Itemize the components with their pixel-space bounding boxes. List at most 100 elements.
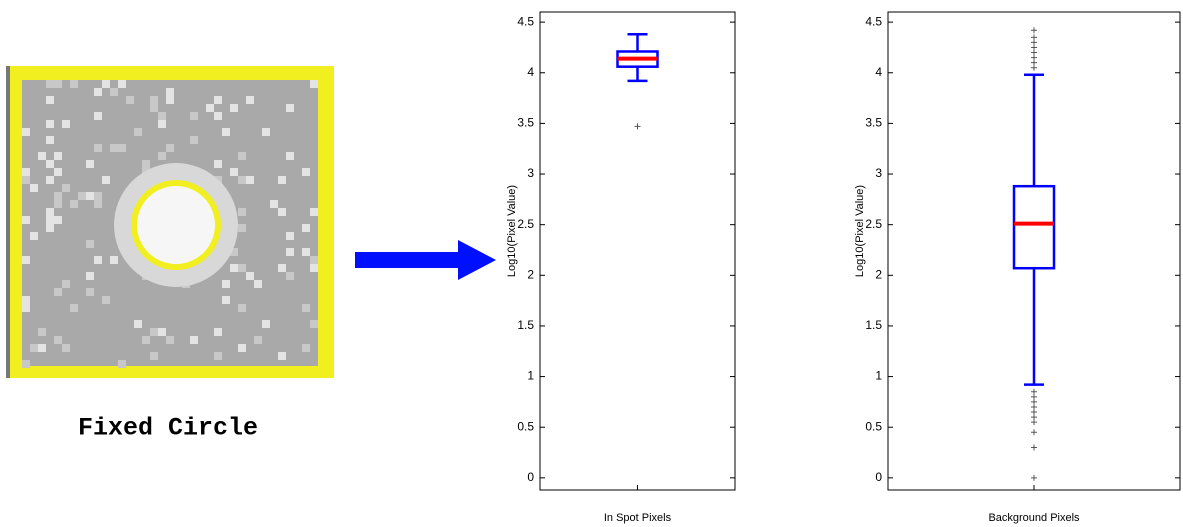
image-pixel [54,336,62,344]
image-pixel [70,304,78,312]
image-pixel [94,200,102,208]
outlier [635,123,641,129]
image-pixel [86,288,94,296]
image-pixel [166,88,174,96]
y-tick-label: 1 [875,369,882,383]
image-pixel [46,224,54,232]
image-pixel [286,152,294,160]
image-pixel [46,136,54,144]
image-pixel [286,104,294,112]
spot-image [6,66,334,378]
y-tick-label: 3.5 [865,116,882,130]
image-pixel [302,168,310,176]
image-pixel [238,176,246,184]
image-edge [6,66,10,378]
y-tick-label: 1.5 [865,318,882,332]
image-pixel [254,336,262,344]
image-pixel [38,344,46,352]
image-pixel [302,344,310,352]
image-pixel [230,104,238,112]
image-pixel [94,256,102,264]
y-tick-label: 4.5 [517,14,534,28]
image-pixel [262,128,270,136]
arrow-shaft [355,252,460,268]
image-pixel [214,160,222,168]
image-pixel [30,184,38,192]
outlier [1031,475,1037,481]
image-pixel [54,200,62,208]
image-pixel [54,192,62,200]
y-tick-label: 0.5 [517,419,534,433]
image-pixel [246,96,254,104]
image-pixel [46,208,54,216]
image-pixel [94,112,102,120]
image-pixel [86,192,94,200]
image-pixel [254,280,262,288]
image-pixel [22,296,30,304]
y-axis-label: Log10(Pixel Value) [854,185,866,277]
y-tick-label: 0 [527,470,534,484]
image-pixel [118,360,126,368]
image-pixel [150,104,158,112]
fixed-circle [134,183,218,267]
image-pixel [214,352,222,360]
image-pixel [222,280,230,288]
image-pixel [214,328,222,336]
image-pixel [286,248,294,256]
y-tick-label: 2.5 [517,217,534,231]
y-tick-label: 2.5 [865,217,882,231]
image-pixel [246,176,254,184]
x-tick-label: In Spot Pixels [604,512,672,524]
image-pixel [278,176,286,184]
y-axis-label: Log10(Pixel Value) [506,185,518,277]
image-pixel [158,120,166,128]
image-pixel [86,272,94,280]
image-pixel [54,80,62,88]
image-pixel [158,328,166,336]
image-pixel [238,304,246,312]
image-pixel [46,96,54,104]
caption: Fixed Circle [78,414,258,443]
image-pixel [302,304,310,312]
image-pixel [86,240,94,248]
image-pixel [150,96,158,104]
image-pixel [142,160,150,168]
image-pixel [222,128,230,136]
page: {"caption":"Fixed Circle", "chart_data":… [0,0,1183,527]
image-pixel [222,296,230,304]
image-pixel [238,344,246,352]
image-pixel [150,328,158,336]
y-tick-label: 3 [875,166,882,180]
image-pixel [278,264,286,272]
image-pixel [262,320,270,328]
y-tick-label: 1 [527,369,534,383]
image-pixel [246,272,254,280]
arrow-head [458,240,496,280]
outlier [1031,34,1037,40]
y-tick-label: 1.5 [517,318,534,332]
image-pixel [310,208,318,216]
y-tick-label: 3 [527,166,534,180]
image-pixel [38,328,46,336]
image-pixel [214,112,222,120]
image-pixel [54,152,62,160]
image-pixel [214,96,222,104]
image-pixel [22,128,30,136]
image-pixel [102,296,110,304]
image-pixel [54,168,62,176]
outlier [1031,419,1037,425]
image-pixel [110,144,118,152]
image-pixel [22,176,30,184]
plot-frame [540,12,735,490]
image-pixel [230,168,238,176]
y-tick-label: 2 [875,267,882,281]
image-pixel [134,320,142,328]
image-pixel [102,80,110,88]
image-pixel [166,96,174,104]
image-pixel [270,200,278,208]
image-pixel [286,272,294,280]
image-pixel [46,216,54,224]
image-pixel [278,352,286,360]
image-pixel [62,120,70,128]
image-pixel [54,216,62,224]
